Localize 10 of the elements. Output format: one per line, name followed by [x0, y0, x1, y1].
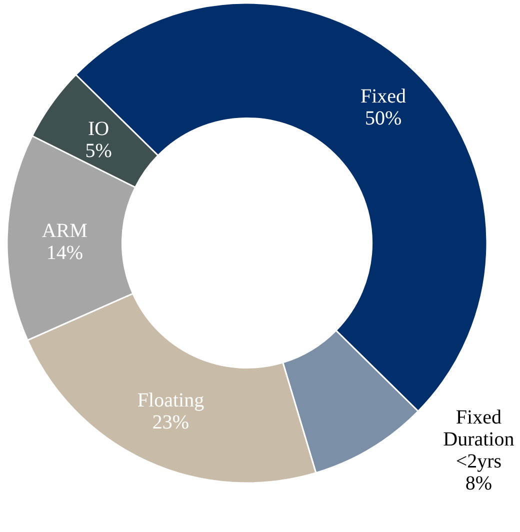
data-label: 50% [364, 107, 402, 130]
data-label: 8% [465, 472, 492, 494]
slice-label: Fixed Duration <2yrs [443, 406, 514, 472]
slice-label: Floating [137, 390, 204, 412]
slice-label: ARM [42, 220, 88, 242]
data-label: 14% [46, 242, 83, 264]
slice-label: Fixed [360, 85, 406, 108]
slice-label: IO [88, 118, 110, 140]
data-label: 23% [152, 412, 190, 434]
data-label: 5% [85, 140, 112, 162]
